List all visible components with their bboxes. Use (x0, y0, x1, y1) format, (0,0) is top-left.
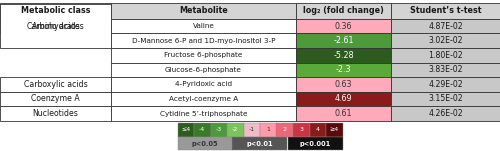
Text: log₂ (fold change): log₂ (fold change) (303, 6, 384, 15)
Bar (296, 48, 391, 63)
Text: 4.87E-02: 4.87E-02 (428, 22, 463, 31)
Bar (296, 3, 391, 19)
Bar (391, 19, 500, 34)
Bar (111, 19, 296, 34)
Text: 0.61: 0.61 (335, 109, 352, 118)
Text: -1: -1 (248, 127, 255, 132)
Bar (288, 137, 343, 150)
Bar (0, 4, 111, 48)
Text: Acetyl-coenzyme A: Acetyl-coenzyme A (169, 96, 238, 102)
Bar (391, 3, 500, 19)
Bar (391, 77, 500, 92)
Bar (0, 77, 111, 92)
Bar (0, 3, 111, 19)
Bar (296, 63, 391, 77)
Bar (310, 123, 326, 137)
Text: 4: 4 (316, 127, 320, 132)
Bar (391, 34, 500, 48)
Text: Fructose 6-phosphate: Fructose 6-phosphate (164, 52, 242, 58)
Text: 1.80E-02: 1.80E-02 (428, 51, 463, 60)
Text: 4-Pyridoxic acid: 4-Pyridoxic acid (175, 81, 232, 87)
Bar (296, 19, 391, 34)
Bar (296, 106, 391, 121)
Text: Nucleotides: Nucleotides (32, 109, 78, 118)
Bar (111, 92, 296, 106)
Bar (276, 123, 293, 137)
Text: Carbohydrates: Carbohydrates (26, 22, 84, 31)
Text: 0.63: 0.63 (335, 80, 352, 89)
Bar (194, 123, 210, 137)
Text: Valine: Valine (192, 23, 214, 29)
Bar (391, 48, 500, 63)
Text: -2.3: -2.3 (336, 65, 351, 74)
Text: 0.36: 0.36 (335, 22, 352, 31)
Bar (0, 106, 111, 121)
Bar (296, 92, 391, 106)
Bar (232, 137, 287, 150)
Text: 3.83E-02: 3.83E-02 (428, 65, 463, 74)
Bar (391, 63, 500, 77)
Text: p<0.05: p<0.05 (192, 141, 218, 147)
Text: -2.61: -2.61 (333, 36, 354, 45)
Text: 2: 2 (282, 127, 286, 132)
Bar (391, 92, 500, 106)
Text: p<0.001: p<0.001 (300, 141, 330, 147)
Text: D-Mannose 6-P and 1D-myo-Inositol 3-P: D-Mannose 6-P and 1D-myo-Inositol 3-P (132, 38, 275, 44)
Bar (296, 34, 391, 48)
Bar (227, 123, 244, 137)
Text: 3.02E-02: 3.02E-02 (428, 36, 463, 45)
Text: p<0.01: p<0.01 (246, 141, 274, 147)
Bar (326, 123, 342, 137)
Text: Coenzyme A: Coenzyme A (31, 95, 80, 103)
Bar (111, 77, 296, 92)
Text: -3: -3 (216, 127, 222, 132)
Text: 4.29E-02: 4.29E-02 (428, 80, 463, 89)
Bar (260, 123, 276, 137)
Bar (178, 137, 233, 150)
Bar (111, 63, 296, 77)
Text: 4.26E-02: 4.26E-02 (428, 109, 463, 118)
Bar (111, 34, 296, 48)
Text: ≤4: ≤4 (181, 127, 190, 132)
Text: 4.69: 4.69 (334, 95, 352, 103)
Bar (296, 77, 391, 92)
Text: Metabolite: Metabolite (179, 6, 228, 15)
Bar (111, 106, 296, 121)
Text: Glucose-6-phosphate: Glucose-6-phosphate (165, 67, 242, 73)
Text: 1: 1 (266, 127, 270, 132)
Text: -4: -4 (199, 127, 205, 132)
Bar (210, 123, 227, 137)
Text: Cytidine 5’-triphosphate: Cytidine 5’-triphosphate (160, 111, 247, 117)
Bar (111, 3, 296, 19)
Text: Metabolic class: Metabolic class (21, 6, 90, 15)
Bar (244, 123, 260, 137)
Bar (178, 123, 194, 137)
Bar (111, 48, 296, 63)
Text: ≥4: ≥4 (330, 127, 339, 132)
Text: -5.28: -5.28 (333, 51, 354, 60)
Text: Amino acids: Amino acids (32, 22, 80, 31)
Bar (0, 92, 111, 106)
Bar (0, 19, 111, 34)
Text: 3: 3 (299, 127, 303, 132)
Text: -2: -2 (232, 127, 238, 132)
Text: Student’s t-test: Student’s t-test (410, 6, 481, 15)
Text: 3.15E-02: 3.15E-02 (428, 95, 463, 103)
Text: Carboxylic acids: Carboxylic acids (24, 80, 88, 89)
Bar (391, 106, 500, 121)
Bar (293, 123, 310, 137)
